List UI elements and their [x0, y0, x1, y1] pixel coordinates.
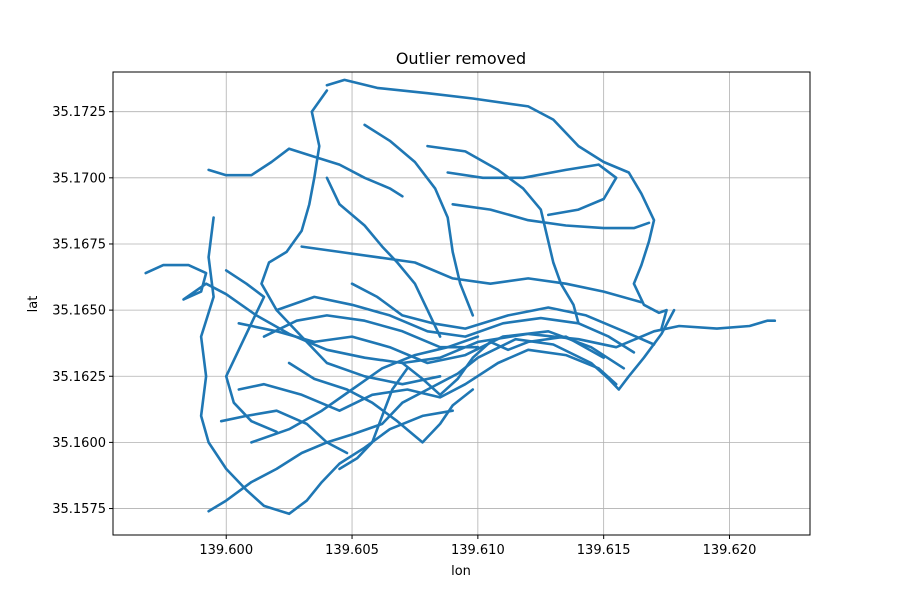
x-axis-ticks: 139.600 139.605 139.610 139.615 139.620: [199, 535, 756, 558]
gps-track-18: [338, 366, 409, 471]
axes-frame: [112, 71, 811, 536]
gps-track-6: [237, 348, 618, 413]
y-axis-ticks: 35.1575 35.1600 35.1625 35.1650 35.1675 35.17…: [52, 105, 113, 517]
gps-track-12: [426, 144, 580, 325]
gps-track-9: [250, 335, 480, 444]
gps-track-7: [275, 295, 636, 354]
gps-track-14: [451, 203, 651, 230]
chart-title: Outlier removed: [396, 49, 526, 68]
y-tick-label: 35.1725: [52, 105, 106, 120]
x-axis-label: lon: [451, 564, 471, 579]
x-tick-label: 139.610: [451, 543, 505, 558]
gps-track-10: [325, 176, 442, 338]
gps-track-17: [287, 361, 475, 444]
gps-track-0: [325, 78, 668, 330]
y-tick-label: 35.1575: [52, 502, 106, 517]
gps-track-15: [300, 245, 643, 304]
gps-track-3: [207, 147, 404, 198]
x-tick-label: 139.605: [325, 543, 379, 558]
x-tick-label: 139.615: [577, 543, 631, 558]
gps-track-13: [446, 163, 618, 217]
y-axis-label: lat: [26, 296, 41, 313]
gps-track-22: [401, 335, 606, 397]
y-tick-label: 35.1600: [52, 436, 106, 451]
gps-track-5: [207, 308, 676, 513]
x-tick-label: 139.620: [703, 543, 757, 558]
gridlines: [113, 72, 810, 535]
gps-track-2: [144, 263, 777, 365]
y-tick-label: 35.1700: [52, 171, 106, 186]
y-tick-label: 35.1625: [52, 370, 106, 385]
y-tick-label: 35.1650: [52, 304, 106, 319]
gps-track-20: [350, 282, 656, 346]
plot-area: [144, 78, 777, 516]
x-tick-label: 139.600: [199, 543, 253, 558]
gps-track-21: [219, 409, 349, 455]
y-tick-label: 35.1675: [52, 237, 106, 252]
gps-track-19: [262, 314, 480, 349]
